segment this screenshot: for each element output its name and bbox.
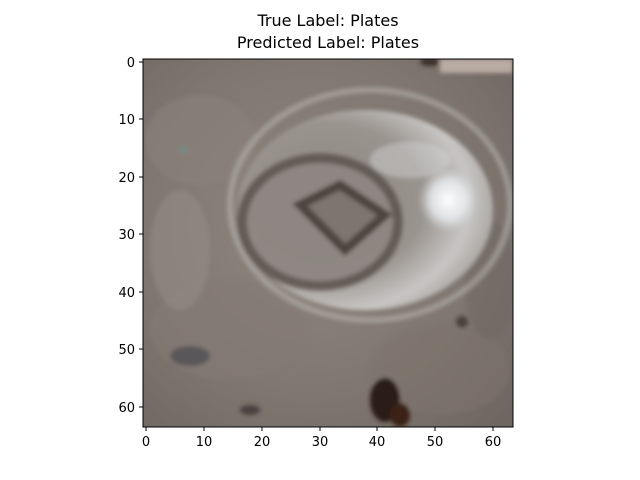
metal-surface-photo <box>143 59 513 427</box>
x-tick-label: 10 <box>196 435 213 450</box>
x-axis: 0 10 20 30 40 50 60 <box>142 427 501 450</box>
x-tick-label: 30 <box>312 435 329 450</box>
y-tick-label: 10 <box>118 113 135 128</box>
predicted-label-title: Predicted Label: Plates <box>236 33 420 52</box>
y-tick-label: 20 <box>118 171 135 186</box>
x-tick-label: 0 <box>142 435 150 450</box>
y-tick-label: 30 <box>118 228 135 243</box>
x-tick-label: 50 <box>427 435 444 450</box>
image-frame <box>142 58 514 428</box>
x-tick-label: 60 <box>485 435 502 450</box>
x-tick-label: 20 <box>254 435 271 450</box>
true-label-title: True Label: Plates <box>257 11 399 30</box>
y-axis: 0 10 20 30 40 50 60 <box>118 56 143 416</box>
y-tick-label: 40 <box>118 286 135 301</box>
x-tick-label: 40 <box>369 435 386 450</box>
y-tick-label: 0 <box>127 56 135 71</box>
y-tick-label: 60 <box>118 401 135 416</box>
y-tick-label: 50 <box>118 343 135 358</box>
